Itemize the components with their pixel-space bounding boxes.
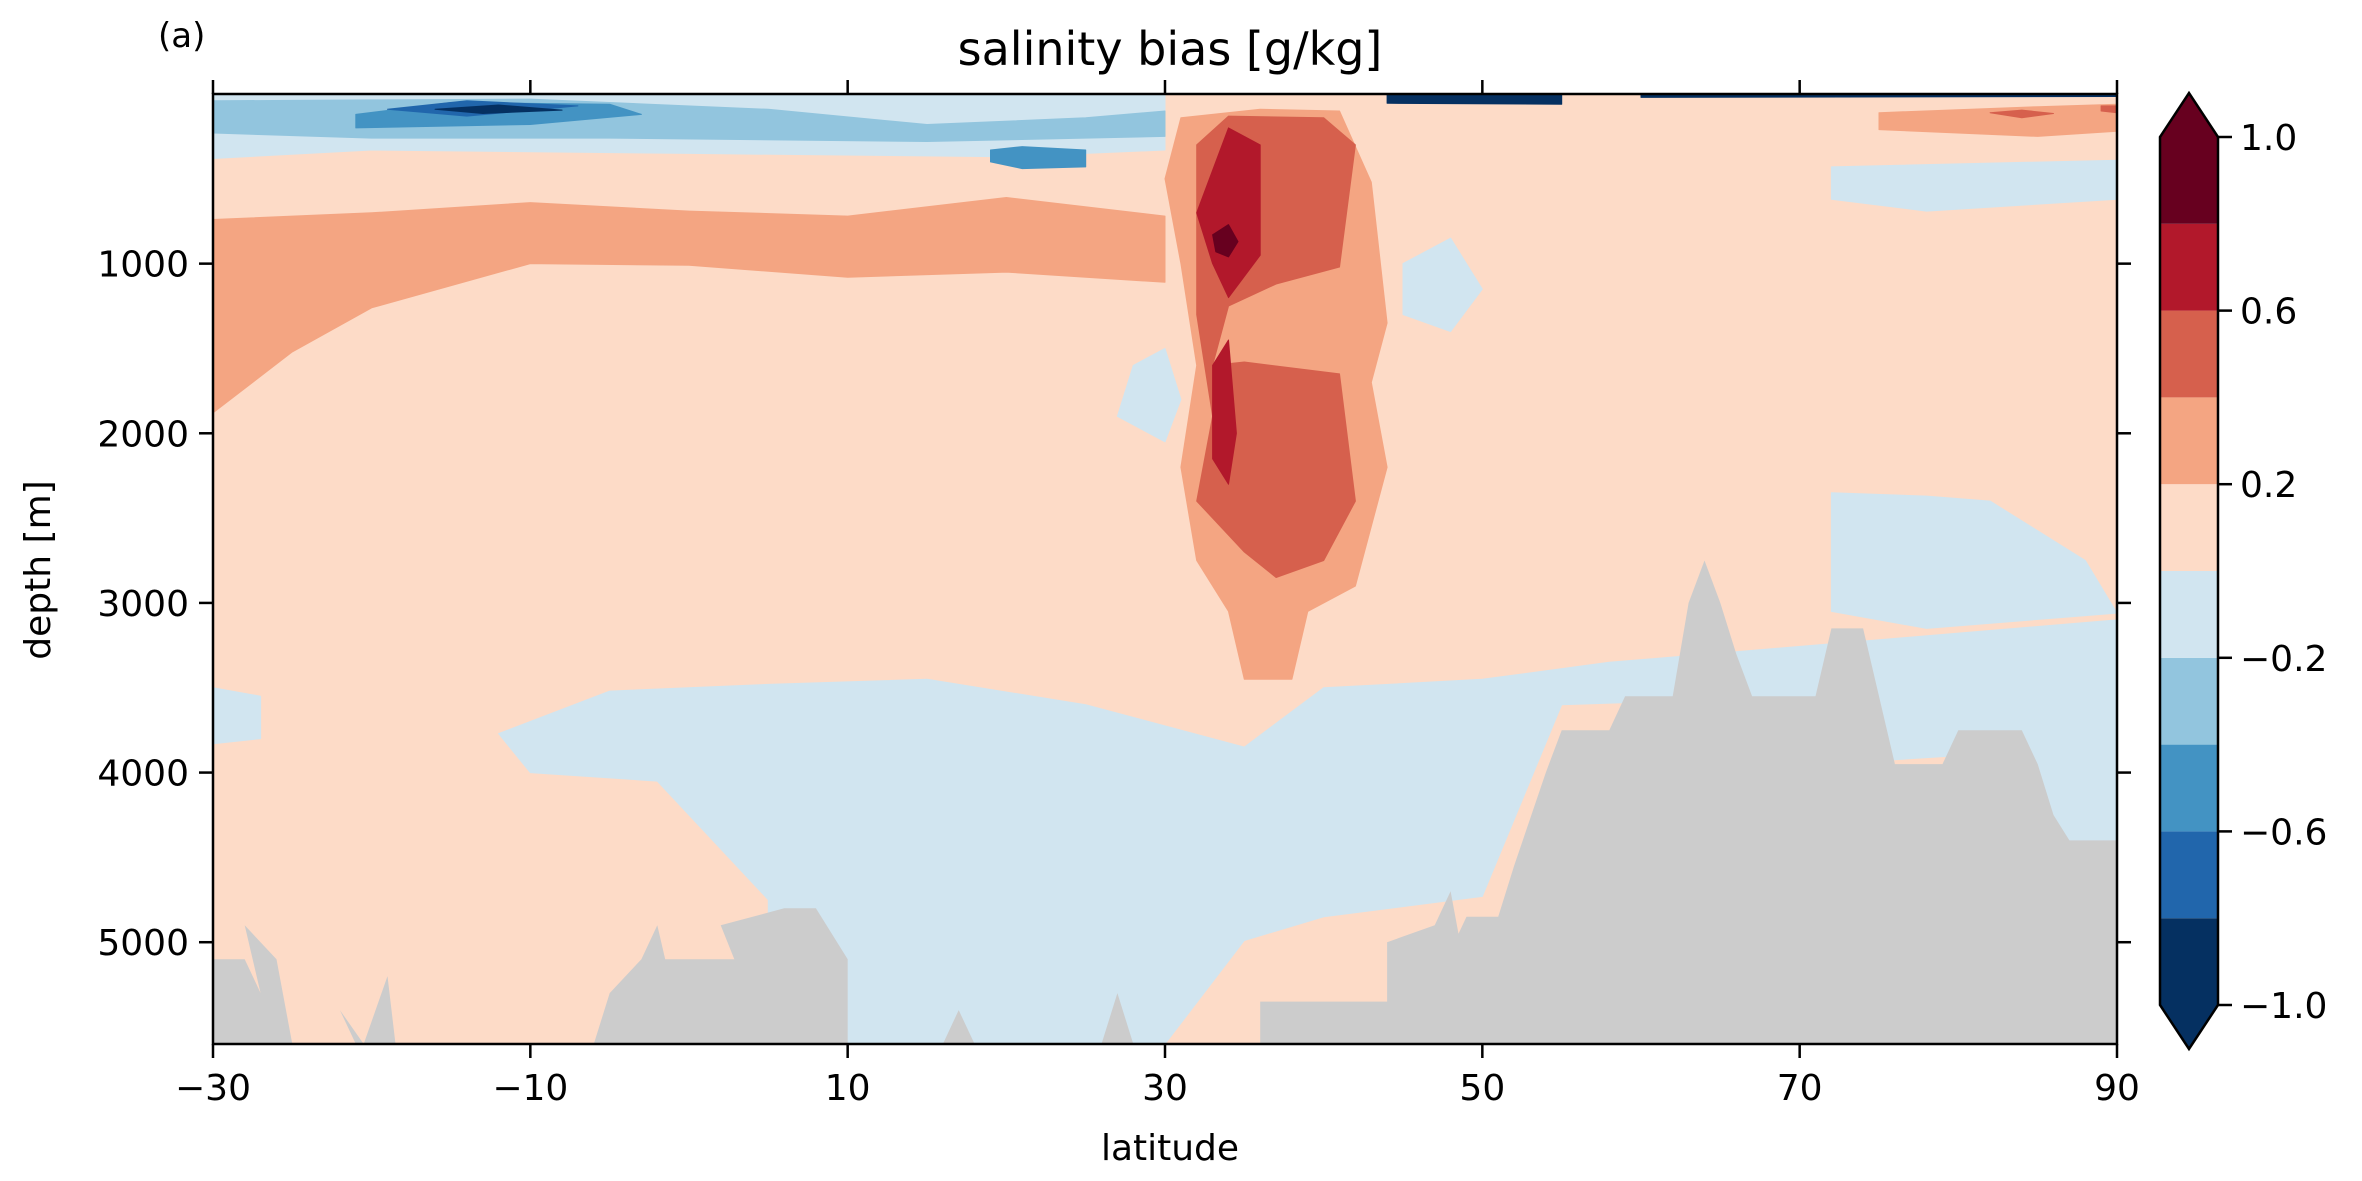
colorbar-tick-label: 0.2: [2240, 465, 2297, 506]
x-tick-label: 10: [825, 1068, 871, 1109]
contour-region-17: [1212, 224, 1239, 258]
plot-area: [213, 94, 2117, 1044]
contour-region-19: [1989, 109, 2054, 119]
contour-regions: [213, 94, 2117, 1044]
contour-region-16: [1212, 339, 1237, 485]
contour-region-9: [1830, 492, 2117, 629]
y-tick-label: 3000: [97, 584, 189, 625]
y-tick-label: 4000: [97, 754, 189, 795]
contour-region-5: [434, 104, 563, 114]
x-tick-label: 50: [1459, 1068, 1505, 1109]
x-tick-label: −30: [175, 1068, 251, 1109]
colorbar-extend-max: [2160, 93, 2218, 137]
panel-label: (a): [158, 16, 205, 56]
y-axis-label: depth [m]: [18, 480, 59, 659]
seafloor-land-mask: [213, 560, 2117, 1044]
colorbar-tick-label: −0.2: [2240, 639, 2327, 680]
y-tick-label: 2000: [97, 414, 189, 455]
x-tick-label: 90: [2094, 1068, 2140, 1109]
colorbar-swatch-6: [2160, 397, 2218, 485]
colorbar-swatch-4: [2160, 571, 2218, 658]
x-tick-label: −10: [492, 1068, 568, 1109]
colorbar-tick-label: −0.6: [2240, 812, 2327, 853]
contour-region-20: [2100, 105, 2117, 114]
x-tick-label: 30: [1142, 1068, 1188, 1109]
colorbar-tick-label: 0.6: [2240, 292, 2297, 333]
contour-region-10: [1402, 237, 1483, 332]
colorbar-swatch-9: [2160, 137, 2218, 224]
colorbar: −1.0 −0.6 −0.2 0.2 0.6 1.0: [2158, 90, 2327, 1052]
colorbar-tick-label: −1.0: [2240, 986, 2327, 1027]
colorbar-swatch-5: [2160, 484, 2218, 571]
contour-region-15: [1196, 127, 1261, 299]
colorbar-swatch-1: [2160, 831, 2218, 919]
x-axis-label: latitude: [1101, 1128, 1239, 1169]
colorbar-swatch-2: [2160, 744, 2218, 832]
colorbar-swatch-3: [2160, 657, 2218, 745]
colorbar-tick-label: 1.0: [2240, 118, 2297, 159]
contour-region-0: [213, 197, 1166, 414]
y-tick-label: 5000: [97, 923, 189, 964]
chart-title: salinity bias [g/kg]: [958, 22, 1383, 76]
colorbar-swatch-0: [2160, 918, 2218, 1005]
contour-region-8: [1830, 159, 2117, 212]
x-tick-label: 70: [1777, 1068, 1823, 1109]
contour-region-6: [990, 146, 1087, 170]
colorbar-swatch-8: [2160, 223, 2218, 311]
colorbar-extend-min: [2160, 1005, 2218, 1049]
contour-region-21: [1386, 94, 1563, 105]
colorbar-swatch-7: [2160, 310, 2218, 398]
contour-region-11: [1116, 348, 1182, 443]
contour-region-12: [213, 687, 262, 745]
x-axis: −30 −10 10 30 50 70 90: [175, 80, 2140, 1109]
y-tick-label: 1000: [97, 245, 189, 286]
contour-region-18: [1878, 103, 2117, 137]
y-axis: 1000 2000 3000 4000 5000: [97, 245, 2131, 964]
